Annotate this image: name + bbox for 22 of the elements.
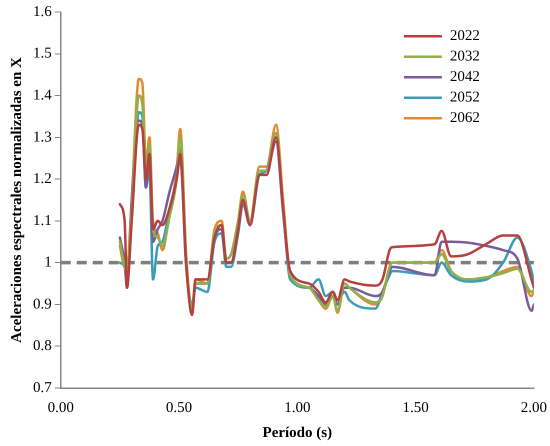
y-tick-label: 1.6 — [33, 4, 52, 20]
y-tick-label: 0.8 — [33, 338, 52, 354]
y-tick-label: 1.1 — [33, 212, 52, 229]
y-tick-label: 1.5 — [33, 46, 52, 62]
y-tick-label: 1.3 — [33, 129, 52, 146]
x-tick-label: 0.00 — [48, 400, 74, 416]
x-tick-label: 1.00 — [284, 400, 310, 416]
y-tick-label: 0.9 — [33, 296, 52, 312]
legend-label: 2052 — [450, 90, 480, 106]
legend-label: 2062 — [450, 110, 480, 126]
y-tick-label: 0.7 — [33, 380, 52, 396]
x-axis-title: Período (s) — [262, 424, 332, 441]
y-axis-title: Aceleraciones espectrales normalizadas en X — [8, 56, 25, 343]
x-tick-label: 0.50 — [166, 400, 192, 416]
x-tick-label: 1.50 — [402, 400, 429, 416]
y-tick-label: 1.4 — [33, 87, 52, 104]
x-tick-label: 2.00 — [520, 400, 547, 416]
legend-label: 2032 — [450, 48, 480, 65]
legend-label: 2022 — [450, 28, 480, 44]
y-tick-label: 1.2 — [33, 171, 52, 188]
legend-label: 2042 — [450, 69, 480, 86]
y-tick-label: 1 — [44, 254, 52, 271]
